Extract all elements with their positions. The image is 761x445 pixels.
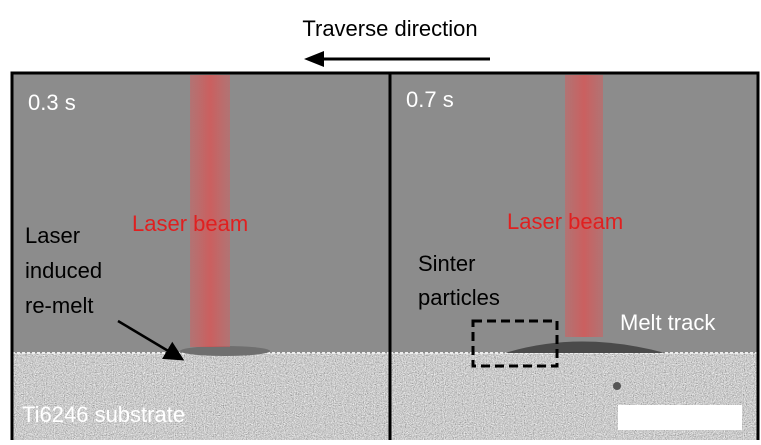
time-label: 0.7 s xyxy=(406,87,454,112)
track-label: Melt track xyxy=(620,310,716,335)
remelt xyxy=(180,346,270,356)
panel-right: 0.7 s Laser beam Sinter particles Melt t… xyxy=(390,73,758,440)
particle xyxy=(613,382,621,390)
laser-beam xyxy=(565,75,603,337)
annotation: Laser xyxy=(25,223,80,248)
title: Traverse direction xyxy=(302,16,477,41)
substrate-label: Ti6246 substrate xyxy=(22,402,185,427)
scale-bar xyxy=(618,405,742,430)
annotation: particles xyxy=(418,285,500,310)
arrow-head xyxy=(304,51,324,67)
annotation: induced xyxy=(25,258,102,283)
beam-label: Laser beam xyxy=(507,209,623,234)
time-label: 0.3 s xyxy=(28,90,76,115)
annotation: re-melt xyxy=(25,293,93,318)
annotation: Sinter xyxy=(418,251,475,276)
figure: Traverse direction 0.3 s Laser beam Lase… xyxy=(0,0,761,440)
beam-label: Laser beam xyxy=(132,211,248,236)
page: {"header":{"title":"Traverse direction"}… xyxy=(0,0,761,440)
panel-left: 0.3 s Laser beam Laser induced re-melt T… xyxy=(12,73,390,440)
